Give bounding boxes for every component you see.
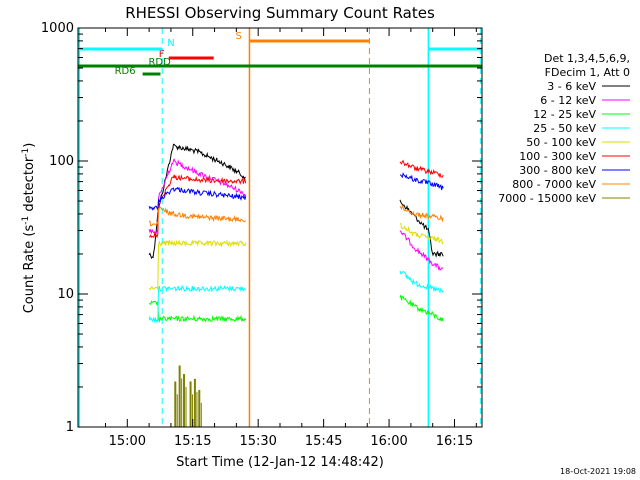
legend-label-25-50-kev: 25 - 50 keV — [533, 122, 596, 135]
legend-header-line-1: Det 1,3,4,5,6,9, — [544, 52, 630, 65]
legend-label-100-300-kev: 100 - 300 keV — [519, 150, 596, 163]
flag-label-n: N — [167, 38, 174, 49]
legend-label-3-6-kev: 3 - 6 keV — [547, 80, 596, 93]
series-300-800-kev-trace-2 — [400, 172, 444, 191]
flag-label-s: S — [235, 31, 241, 42]
legend-label-300-800-kev: 300 - 800 keV — [519, 164, 596, 177]
legend-label-800-7000-kev: 800 - 7000 keV — [512, 178, 596, 191]
flag-label-rdd: RDD — [148, 57, 171, 68]
legend: Det 1,3,4,5,6,9, FDecim 1, Att 0 3 - 6 k… — [498, 52, 630, 205]
y-tick-label-100: 100 — [49, 154, 74, 169]
y-axis-label: Count Rate (s-1 detector-1) — [21, 143, 37, 314]
x-axis-label: Start Time (12-Jan-12 14:48:42) — [176, 455, 384, 470]
legend-header-line-2: FDecim 1, Att 0 — [545, 66, 630, 79]
legend-label-7000-15000-kev: 7000 - 15000 keV — [498, 192, 596, 205]
plot-frame — [77, 27, 483, 428]
x-tick-label-16-00: 16:00 — [370, 434, 407, 449]
legend-label-50-100-kev: 50 - 100 keV — [526, 136, 596, 149]
series-100-300-kev-trace-2 — [399, 159, 444, 179]
series-12-25-kev-trace-2 — [399, 295, 444, 322]
legend-label-6-12-kev: 6 - 12 keV — [540, 94, 596, 107]
y-tick-label-1: 1 — [66, 420, 74, 435]
series-25-50-kev-trace-1 — [148, 284, 247, 324]
chart-title: RHESSI Observing Summary Count Rates — [125, 4, 435, 22]
series-3-6-kev-trace-2 — [399, 199, 444, 258]
series-800-7000-kev-trace-2 — [399, 204, 444, 223]
y-tick-label-1000: 1000 — [41, 21, 74, 36]
x-tick-label-15-15: 15:15 — [174, 434, 211, 449]
x-tick-label-15-45: 15:45 — [305, 434, 342, 449]
flag-label-rd6: RD6 — [115, 66, 136, 77]
series-50-100-kev-trace-1 — [148, 239, 247, 291]
footer-date: 18-Oct-2021 19:08 — [560, 467, 636, 476]
series-12-25-kev-trace-1 — [149, 300, 247, 323]
x-tick-label-15-30: 15:30 — [239, 434, 276, 449]
series-800-7000-kev-trace-1 — [148, 206, 246, 227]
series-6-12-kev-trace-1 — [148, 158, 247, 235]
series-25-50-kev-trace-2 — [399, 270, 444, 294]
legend-label-12-25-kev: 12 - 25 keV — [533, 108, 596, 121]
series-50-100-kev-trace-2 — [399, 223, 444, 245]
series-6-12-kev-trace-2 — [399, 230, 444, 271]
x-tick-label-15-00: 15:00 — [109, 434, 146, 449]
series-300-800-kev-trace-1 — [148, 186, 247, 212]
x-tick-label-16-15: 16:15 — [436, 434, 473, 449]
flag-label-f: F — [159, 49, 165, 60]
axes: 15:00 15:15 15:30 15:45 16:00 16:15 1 10 100 1000 — [41, 21, 482, 449]
series-100-300-kev-trace-1 — [149, 173, 247, 239]
y-tick-label-10: 10 — [57, 287, 74, 302]
